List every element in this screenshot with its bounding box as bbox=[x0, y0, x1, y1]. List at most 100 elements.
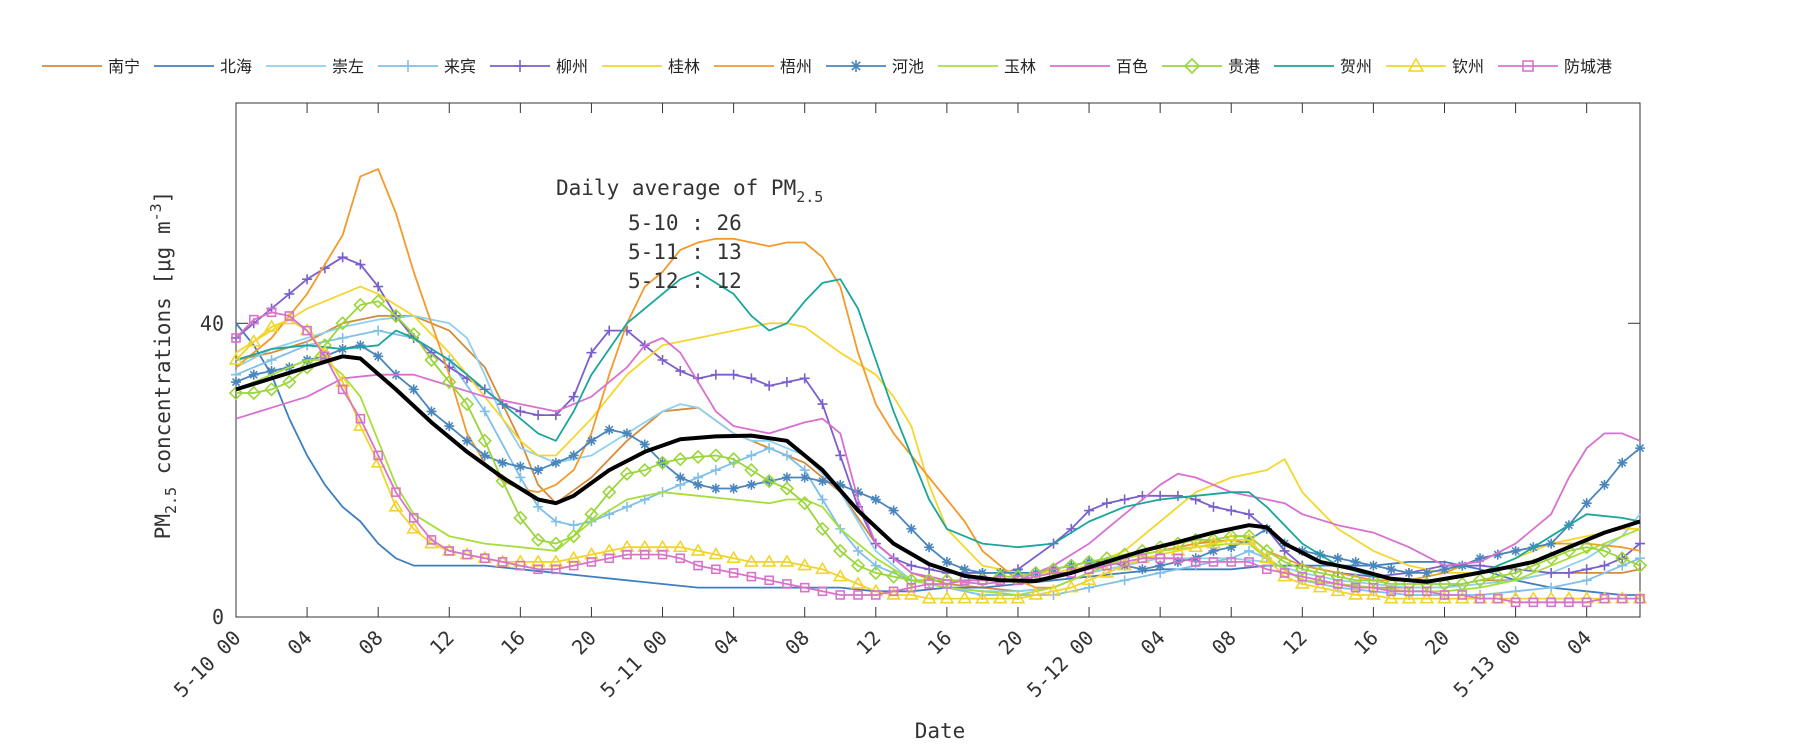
average-line bbox=[235, 354, 1641, 584]
data-point bbox=[1099, 565, 1115, 578]
data-point bbox=[746, 373, 757, 384]
data-point bbox=[815, 561, 830, 575]
data-point bbox=[797, 496, 812, 511]
data-point bbox=[1581, 564, 1592, 575]
data-point bbox=[799, 373, 810, 384]
data-point bbox=[1439, 590, 1450, 600]
data-point bbox=[621, 428, 632, 439]
data-point bbox=[402, 60, 414, 72]
legend-entry: 玉林 bbox=[938, 57, 1036, 76]
data-point bbox=[710, 369, 721, 380]
legend-label: 桂林 bbox=[668, 57, 700, 76]
data-point bbox=[1241, 532, 1257, 545]
data-point bbox=[1419, 591, 1435, 604]
data-point bbox=[373, 450, 383, 461]
data-point bbox=[710, 483, 721, 494]
x-tick-label: 16 bbox=[922, 626, 956, 660]
legend-label: 防城港 bbox=[1564, 57, 1612, 76]
data-point bbox=[1119, 494, 1130, 505]
data-point bbox=[530, 532, 546, 548]
data-point bbox=[515, 461, 526, 472]
data-point bbox=[459, 396, 475, 412]
data-point bbox=[248, 314, 259, 325]
data-point bbox=[246, 334, 262, 347]
data-point bbox=[302, 274, 313, 285]
series-line bbox=[235, 285, 1640, 574]
data-point bbox=[604, 325, 615, 336]
data-point bbox=[1099, 551, 1114, 566]
data-point bbox=[533, 564, 543, 575]
series-14 bbox=[231, 307, 1645, 608]
x-tick-label: 04 bbox=[709, 626, 743, 660]
data-point bbox=[744, 463, 759, 478]
data-point bbox=[728, 568, 739, 578]
x-tick-labels: 5-10 00 04 08 12 16 205-11 00 04 08 12 16 205-12 0… bbox=[169, 626, 1596, 703]
legend-label: 来宾 bbox=[444, 57, 476, 76]
data-point bbox=[637, 463, 652, 478]
data-point bbox=[832, 569, 848, 582]
legend: 南宁 北海 崇左 来宾 柳州 桂林 梧州 河池 玉林 百色 贵港 贺州 钦州 防城港 bbox=[42, 57, 1612, 76]
series-line bbox=[235, 256, 1641, 578]
x-tick-label: 04 bbox=[283, 626, 317, 660]
data-point bbox=[764, 575, 774, 586]
data-point bbox=[835, 590, 846, 600]
legend-entry: 百色 bbox=[1050, 57, 1148, 76]
legend-entry: 桂林 bbox=[602, 57, 700, 76]
data-point bbox=[388, 308, 404, 324]
x-tick-label: 5-12 00 bbox=[1022, 626, 1099, 703]
y-axis-label: PM2.5 concentrations [μg m-3] bbox=[147, 191, 180, 540]
data-point bbox=[764, 443, 775, 454]
legend-label: 崇左 bbox=[332, 57, 364, 76]
data-point bbox=[924, 542, 935, 553]
data-point bbox=[479, 406, 490, 417]
data-point bbox=[888, 586, 899, 597]
data-point bbox=[817, 586, 828, 597]
data-point bbox=[992, 591, 1008, 604]
data-point bbox=[1208, 545, 1219, 556]
series-8 bbox=[231, 340, 1645, 578]
legend-entry: 崇左 bbox=[266, 57, 364, 76]
data-point bbox=[1579, 540, 1594, 555]
data-point bbox=[337, 384, 348, 395]
legend-entry: 来宾 bbox=[378, 57, 476, 76]
data-point bbox=[604, 553, 615, 564]
data-point bbox=[835, 479, 846, 490]
data-point bbox=[1599, 479, 1610, 490]
data-point bbox=[690, 449, 706, 465]
x-tick-label: 08 bbox=[354, 626, 388, 660]
data-point bbox=[1244, 545, 1255, 556]
legend-label: 钦州 bbox=[1452, 57, 1484, 76]
data-point bbox=[231, 333, 241, 343]
data-point bbox=[1155, 560, 1166, 571]
data-point bbox=[746, 571, 757, 582]
data-point bbox=[761, 554, 777, 567]
data-point bbox=[1261, 564, 1272, 575]
x-tick-label: 08 bbox=[1207, 626, 1241, 660]
legend-label: 百色 bbox=[1116, 57, 1148, 76]
data-point bbox=[957, 591, 973, 604]
legend-label: 河池 bbox=[892, 57, 924, 76]
data-point bbox=[408, 513, 419, 523]
data-point bbox=[817, 399, 828, 410]
data-point bbox=[1295, 562, 1310, 577]
data-point bbox=[335, 316, 350, 331]
data-point bbox=[1508, 565, 1523, 581]
data-point bbox=[779, 481, 795, 496]
data-point bbox=[708, 448, 723, 463]
data-point bbox=[1401, 591, 1417, 604]
data-point bbox=[514, 60, 526, 72]
legend-entry: 贵港 bbox=[1162, 57, 1260, 76]
data-point bbox=[442, 374, 457, 390]
legend-entry: 贺州 bbox=[1274, 57, 1372, 76]
data-point bbox=[373, 281, 384, 292]
data-point bbox=[248, 369, 259, 380]
series-line bbox=[235, 311, 1640, 604]
data-point bbox=[1384, 576, 1399, 592]
legend-entry: 梧州 bbox=[714, 57, 812, 76]
series-line bbox=[235, 322, 1640, 596]
data-point bbox=[373, 351, 384, 362]
data-point bbox=[530, 554, 546, 567]
data-point bbox=[1259, 543, 1274, 559]
data-point bbox=[622, 549, 632, 560]
data-point bbox=[1259, 550, 1275, 564]
